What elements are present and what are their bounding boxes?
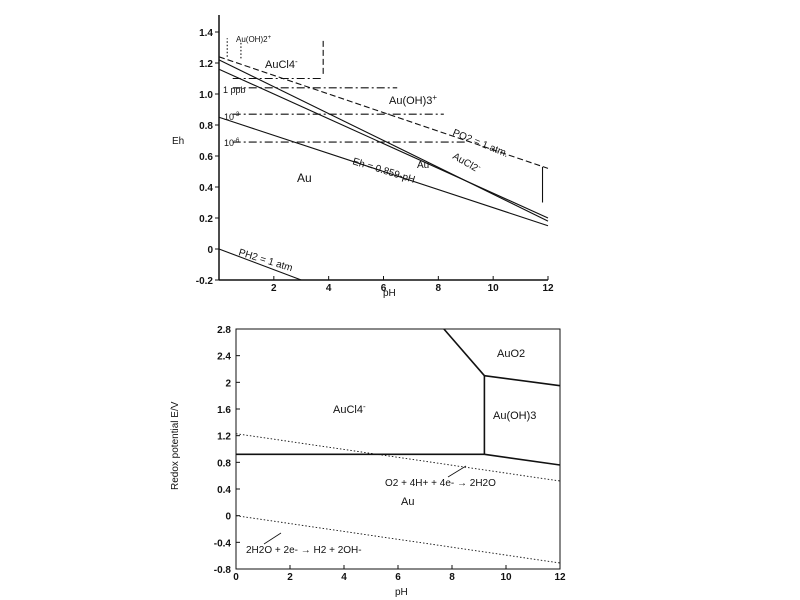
bot-x-tick-label: 0 (233, 572, 239, 583)
bot-y-tick-label: -0.8 (214, 565, 232, 576)
top-y-tick-label: 1.2 (199, 59, 213, 70)
bot-y-tick-label: 2 (225, 378, 231, 389)
top-label-aucl4: AuCl4- (265, 57, 298, 71)
top-label-eh-line: Eh = 0.859-pH (351, 156, 416, 185)
bot-series-line (235, 433, 561, 482)
bot-y-tick-label: 1.6 (217, 405, 231, 416)
top-y-tick-label: 0.2 (199, 214, 213, 225)
top-y-tick-label: 0 (207, 245, 213, 256)
bot-plot-frame (235, 328, 561, 570)
bot-x-tick-label: 4 (341, 572, 347, 583)
bot-h2-arrow (263, 532, 282, 545)
top-x-tick-label: 10 (488, 283, 500, 294)
top-series-line (218, 56, 549, 169)
top-y-tick-label: 1.4 (199, 28, 213, 39)
top-y-axis-label: Eh (172, 136, 184, 147)
top-x-tick-label: 6 (381, 283, 387, 294)
top-y-tick-label: 0.8 (199, 121, 213, 132)
top-y-tick-label: 0.6 (199, 152, 213, 163)
top-series-line (218, 248, 302, 281)
bot-x-tick-label: 10 (500, 572, 512, 583)
bot-y-axis-label: Redox potential E/V (170, 401, 181, 490)
bot-x-tick-label: 12 (554, 572, 566, 583)
bot-y-tick-label: 2.4 (217, 352, 231, 363)
top-label-au-big: Au (297, 171, 312, 185)
top-series-line (218, 116, 549, 227)
bot-o2-arrow (447, 465, 467, 478)
eh-ph-diagram-top: -0.2 0 0.2 0.4 0.6 0.8 1.0 1.2 1.4 2 4 6 8 10 12 pH E… (172, 15, 554, 299)
bot-x-tick-label: 6 (395, 572, 401, 583)
bot-y-tick-label: 0.4 (217, 485, 231, 496)
bot-label-o2-eq: O2 + 4H+ + 4e- → 2H2O (385, 478, 496, 489)
top-series-line (218, 68, 549, 219)
bot-series-line (443, 328, 486, 377)
top-label-10-6: 10-6 (224, 138, 240, 148)
bot-series-line (484, 453, 561, 466)
bot-label-au: Au (401, 496, 414, 508)
top-series-line (218, 59, 549, 222)
top-x-tick-label: 4 (326, 283, 332, 294)
bot-label-aucl4: AuCl4- (333, 402, 366, 416)
bot-y-tick-label: 2.8 (217, 325, 231, 336)
top-x-tick-label: 8 (436, 283, 442, 294)
eh-ph-diagram-bottom: -0.8 -0.4 0 0.4 0.8 1.2 1.6 2 2.4 2.8 0 2 4 6 8 10 12 p… (170, 325, 566, 598)
bot-y-tick-label: 0.8 (217, 458, 231, 469)
top-label-ph2: PH2 = 1 atm (237, 247, 294, 274)
top-y-tick-label: 0.4 (199, 183, 213, 194)
top-x-tick-label: 12 (542, 283, 554, 294)
bot-x-axis-label: pH (395, 587, 408, 598)
bot-y-tick-label: 0 (225, 512, 231, 523)
top-label-auoh3: Au(OH)3+ (389, 93, 437, 107)
top-x-axis-label: pH (383, 288, 396, 299)
top-y-tick-label: -0.2 (196, 276, 214, 287)
top-x-tick-label: 2 (271, 283, 277, 294)
top-y-tick-label: 1.0 (199, 90, 213, 101)
bot-label-auoh3: Au(OH)3 (493, 410, 536, 422)
top-label-1ppb: 1 ppb (223, 85, 246, 95)
top-label-auoh2: Au(OH)2+ (236, 35, 272, 44)
top-label-10-3: 10-3 (224, 112, 240, 122)
top-label-aucl2: AuCl2- (451, 150, 483, 176)
bot-label-h2-eq: 2H2O + 2e- → H2 + 2OH- (246, 545, 362, 556)
bot-x-tick-label: 2 (287, 572, 293, 583)
top-label-au-small: Au (417, 160, 429, 171)
bot-x-tick-label: 8 (449, 572, 455, 583)
bot-y-tick-label: 1.2 (217, 432, 231, 443)
bot-series-line (484, 374, 561, 387)
bot-label-auo2: AuO2 (497, 348, 525, 360)
bot-y-tick-label: -0.4 (214, 538, 232, 549)
